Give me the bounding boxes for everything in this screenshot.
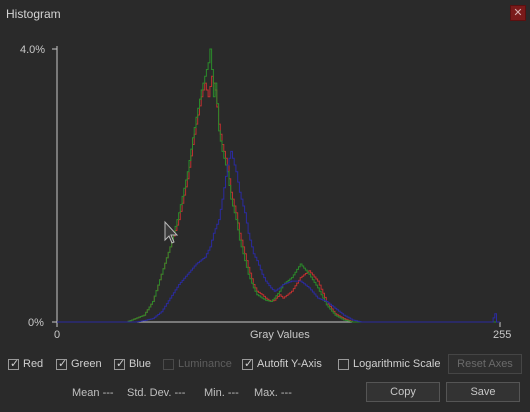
logarithmic-scale-checkbox[interactable]: Logarithmic Scale [338,357,440,371]
checkmark-icon: ✓ [244,357,254,370]
std-dev-stat: Std. Dev. --- [127,387,186,399]
checkbox-box[interactable]: ✓ [8,357,20,370]
max-stat: Max. --- [254,387,292,399]
checkbox-box [163,358,174,370]
logscale-label: Logarithmic Scale [353,358,441,370]
checkmark-icon: ✓ [116,357,126,370]
x-axis-label: Gray Values [250,329,310,341]
autofit-y-axis-checkbox[interactable]: ✓ Autofit Y-Axis [242,357,322,371]
save-button[interactable]: Save [446,382,520,402]
copy-button[interactable]: Copy [366,382,440,402]
mean-stat: Mean --- [72,387,114,399]
checkbox-box[interactable]: ✓ [56,357,68,370]
blue-checkbox[interactable]: ✓ Blue [114,357,151,371]
x-tick-label-right: 255 [493,329,511,341]
autofit-label: Autofit Y-Axis [257,358,322,370]
checkbox-box[interactable]: ✓ [114,357,126,370]
histogram-series-2 [57,150,500,323]
luminance-label: Luminance [178,358,232,370]
title-bar: Histogram ✕ [0,0,530,30]
luminance-checkbox: Luminance [163,357,232,371]
green-checkbox[interactable]: ✓ Green [56,357,102,371]
checkbox-box[interactable] [338,358,349,370]
checkmark-icon: ✓ [58,357,68,370]
red-checkbox[interactable]: ✓ Red [8,357,43,371]
checkbox-box[interactable]: ✓ [242,357,254,370]
blue-label: Blue [129,358,152,370]
controls-row: ✓ Red ✓ Green ✓ Blue Luminance ✓ Autofit… [0,352,530,376]
y-tick-label-bottom: 0% [28,317,44,329]
window-title: Histogram [6,7,61,21]
reset-axes-button: Reset Axes [448,354,522,374]
y-tick-label-top: 4.0% [20,44,45,56]
histogram-chart: 4.0% 0% 0 255 Gray Values [20,44,511,341]
histogram-series-1 [57,48,500,323]
min-stat: Min. --- [204,387,239,399]
mouse-cursor-icon [164,220,179,244]
histogram-series-0 [57,75,500,323]
red-label: Red [23,358,44,370]
checkmark-icon: ✓ [10,357,20,370]
x-tick-label-left: 0 [54,329,60,341]
histogram-plot: 4.0% 0% 0 255 Gray Values [0,30,530,348]
green-label: Green [71,358,102,370]
close-icon[interactable]: ✕ [510,5,526,21]
